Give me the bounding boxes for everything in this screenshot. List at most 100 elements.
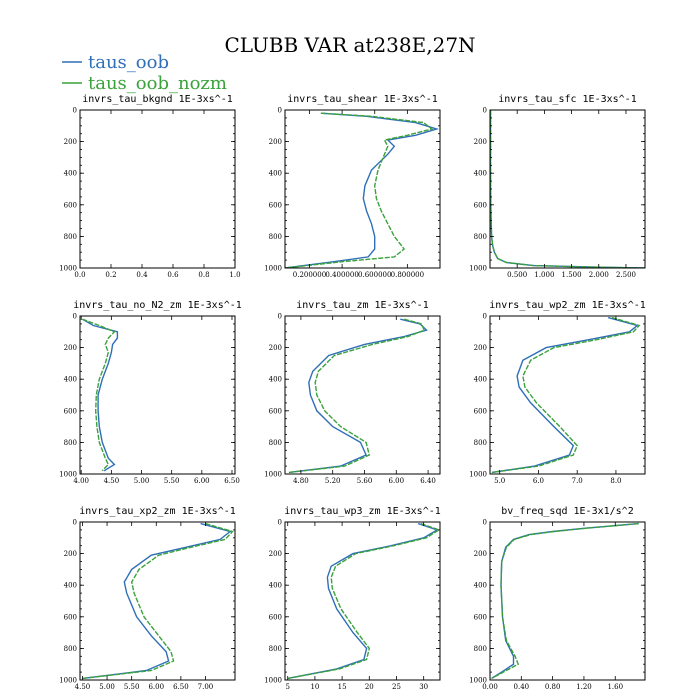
panel-title: invrs_tau_sfc 1E-3xs^-1 bbox=[498, 94, 636, 105]
x-tick-label: 7.00 bbox=[198, 683, 214, 691]
plot-frame bbox=[284, 315, 441, 475]
y-tick-label: 0 bbox=[483, 107, 487, 115]
x-tick-label: 0.2 bbox=[105, 271, 116, 279]
x-tick-label: 0.00 bbox=[482, 683, 498, 691]
panel-invrs-tau-sfc: invrs_tau_sfc 1E-3xs^-1 0 200 400 600 800 1000… bbox=[469, 94, 646, 279]
y-tick-label: 400 bbox=[474, 170, 487, 178]
x-tick-label: 0.400000 bbox=[325, 271, 358, 279]
panel-title: invrs_tau_zm 1E-3xs^-1 bbox=[296, 300, 428, 311]
y-tick-label: 800 bbox=[474, 645, 487, 653]
y-tick-label: 600 bbox=[474, 613, 487, 621]
x-tick-label: 0.8 bbox=[198, 271, 209, 279]
y-tick-label: 1000 bbox=[59, 265, 77, 273]
series-line-taus-oob bbox=[288, 318, 428, 474]
y-tick-label: 0 bbox=[278, 313, 282, 321]
panel-title: bv_freq_sqd 1E-3x1/s^2 bbox=[501, 506, 633, 517]
y-tick-label: 600 bbox=[64, 613, 77, 621]
series-line-taus-oob bbox=[287, 522, 439, 680]
y-tick-label: 200 bbox=[64, 138, 77, 146]
y-tick-label: 600 bbox=[64, 201, 77, 209]
x-tick-label: 4.50 bbox=[75, 683, 91, 691]
panel-bv-freq-sqd: bv_freq_sqd 1E-3x1/s^2020040060080010000… bbox=[469, 506, 646, 691]
series-line-taus-oob-nozm bbox=[82, 318, 116, 472]
y-tick-label: 400 bbox=[64, 376, 77, 384]
y-tick-label: 800 bbox=[64, 233, 77, 241]
plot-frame bbox=[284, 521, 441, 681]
x-tick-label: 6.50 bbox=[224, 477, 240, 485]
y-tick-label: 400 bbox=[269, 170, 282, 178]
x-tick-label: 5.0 bbox=[494, 477, 505, 485]
panel-invrs-tau-wp2-zm: invrs_tau_wp2_zm 1E-3xs^-10 200 400 600 800 1… bbox=[469, 300, 646, 485]
x-tick-label: 10 bbox=[310, 683, 319, 691]
y-tick-label: 800 bbox=[269, 233, 282, 241]
panel-grid: invrs_tau_bkgnd 1E-3xs^-1020040060080010… bbox=[59, 94, 646, 691]
series-line-taus-oob-nozm bbox=[491, 522, 639, 680]
y-tick-label: 1000 bbox=[59, 677, 77, 685]
x-tick-label: 20 bbox=[365, 683, 374, 691]
y-tick-label: 1000 bbox=[469, 471, 487, 479]
x-tick-label: 4.50 bbox=[104, 477, 120, 485]
y-tick-label: 400 bbox=[64, 170, 77, 178]
y-tick-label: 0 bbox=[73, 313, 77, 321]
y-tick-label: 600 bbox=[269, 407, 282, 415]
y-tick-label: 1000 bbox=[264, 471, 282, 479]
series-line-taus-oob bbox=[285, 112, 440, 268]
plot-frame bbox=[79, 315, 236, 475]
plot-frame bbox=[489, 109, 646, 269]
plot-frame bbox=[79, 109, 236, 269]
y-tick-label: 1000 bbox=[264, 265, 282, 273]
y-tick-label: 1000 bbox=[59, 471, 77, 479]
y-tick-label: 200 bbox=[474, 138, 487, 146]
x-tick-label: 1.0 bbox=[229, 271, 240, 279]
x-tick-label: 5.00 bbox=[134, 477, 150, 485]
series-line-taus-oob bbox=[491, 522, 639, 679]
x-tick-label: 6.00 bbox=[388, 477, 404, 485]
plot-frame bbox=[79, 521, 236, 681]
x-tick-label: 25 bbox=[392, 683, 401, 691]
y-tick-label: 400 bbox=[269, 376, 282, 384]
y-tick-label: 400 bbox=[64, 582, 77, 590]
y-tick-label: 600 bbox=[474, 201, 487, 209]
series-line-taus-oob-nozm bbox=[287, 522, 440, 680]
series-line-taus-oob bbox=[490, 110, 645, 268]
x-tick-label: 8.0 bbox=[610, 477, 621, 485]
y-tick-label: 600 bbox=[64, 407, 77, 415]
panel-title: invrs_tau_wp3_zm 1E-3xs^-1 bbox=[284, 506, 441, 517]
x-tick-label: 5.50 bbox=[164, 477, 180, 485]
panel-invrs-tau-bkgnd: invrs_tau_bkgnd 1E-3xs^-1 0 200 400 600 800 10… bbox=[59, 94, 240, 279]
y-tick-label: 400 bbox=[474, 376, 487, 384]
y-tick-label: 1000 bbox=[469, 677, 487, 685]
y-tick-label: 800 bbox=[64, 439, 77, 447]
panel-title: invrs_tau_shear 1E-3xs^-1 bbox=[287, 94, 438, 105]
x-tick-label: 5.00 bbox=[99, 683, 115, 691]
plot-frame bbox=[489, 315, 646, 475]
y-tick-label: 200 bbox=[269, 550, 282, 558]
y-tick-label: 200 bbox=[269, 138, 282, 146]
x-tick-label: 6.50 bbox=[173, 683, 189, 691]
y-tick-label: 200 bbox=[64, 550, 77, 558]
y-tick-label: 0 bbox=[278, 107, 282, 115]
y-tick-label: 0 bbox=[73, 107, 77, 115]
series-line-taus-oob-nozm bbox=[82, 522, 234, 680]
x-tick-label: 1.20 bbox=[576, 683, 592, 691]
x-tick-label: 6.00 bbox=[194, 477, 210, 485]
y-tick-label: 1000 bbox=[469, 265, 487, 273]
x-tick-label: 2.000 bbox=[589, 271, 609, 279]
series-line-taus-oob bbox=[491, 316, 639, 474]
y-tick-label: 0 bbox=[483, 313, 487, 321]
series-line-taus-oob-nozm bbox=[285, 112, 434, 268]
y-tick-label: 800 bbox=[474, 439, 487, 447]
y-tick-label: 800 bbox=[269, 439, 282, 447]
x-tick-label: 5 bbox=[285, 683, 289, 691]
x-tick-label: 6.40 bbox=[420, 477, 436, 485]
x-tick-label: 5.20 bbox=[325, 477, 341, 485]
panel-title: invrs_tau_bkgnd 1E-3xs^-1 bbox=[82, 94, 233, 105]
y-tick-label: 600 bbox=[269, 613, 282, 621]
x-tick-label: 1.500 bbox=[562, 271, 582, 279]
y-tick-label: 800 bbox=[64, 645, 77, 653]
x-tick-label: 7.0 bbox=[572, 477, 583, 485]
y-tick-label: 200 bbox=[474, 550, 487, 558]
series-line-taus-oob-nozm bbox=[490, 110, 645, 268]
panel-invrs-tau-xp2-zm: invrs_tau_xp2_zm 1E-3xs^-10 200 400 600 800 1… bbox=[59, 506, 236, 691]
x-tick-label: 4.80 bbox=[293, 477, 309, 485]
